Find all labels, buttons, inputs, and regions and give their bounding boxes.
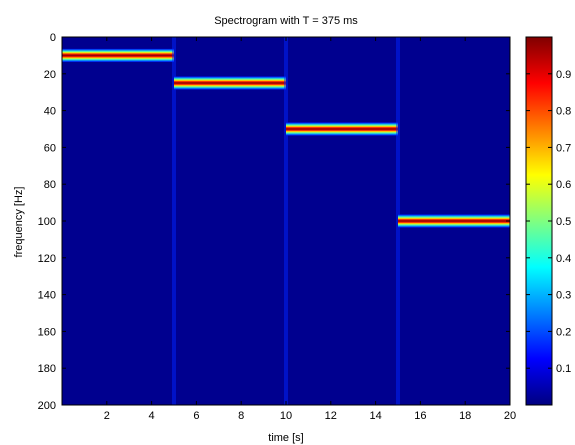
x-tick-label: 16	[414, 410, 426, 422]
y-tick-label: 80	[44, 179, 56, 191]
colorbar: 0.1 0.2 0.3 0.4 0.5 0.6 0.7 0.8 0.9	[525, 36, 571, 406]
colorbar-tick-label: 0.4	[556, 253, 571, 265]
x-tick-label: 8	[238, 410, 244, 422]
colorbar-tick-label: 0.8	[556, 106, 571, 118]
x-tick-label: 4	[149, 410, 155, 422]
y-tick-label: 0	[50, 32, 56, 44]
spectrogram-segment	[284, 37, 398, 405]
frequency-band	[174, 76, 286, 90]
colorbar-tick-label: 0.6	[556, 179, 571, 191]
y-tick-label: 60	[44, 142, 56, 154]
x-tick-label: 2	[104, 410, 110, 422]
x-tick-label: 10	[280, 410, 292, 422]
y-tick-label: 160	[38, 326, 56, 338]
y-axis-label: frequency [Hz]	[13, 187, 25, 258]
y-tick-label: 40	[44, 106, 56, 118]
transient-line	[172, 37, 176, 405]
x-axis-label: time [s]	[268, 432, 303, 444]
frequency-band	[398, 214, 510, 228]
colorbar-tick-label: 0.9	[556, 69, 571, 81]
spectrogram-segment	[172, 37, 286, 405]
y-tick-label: 180	[38, 363, 56, 375]
colorbar-tick-label: 0.5	[556, 216, 571, 228]
y-tick-label: 20	[44, 69, 56, 81]
x-tick-label: 14	[369, 410, 381, 422]
x-tick-label: 6	[193, 410, 199, 422]
y-tick-label: 120	[38, 253, 56, 265]
y-tick-label: 140	[38, 290, 56, 302]
y-tick-label: 200	[38, 400, 56, 412]
transient-line	[284, 37, 288, 405]
x-tick-label: 20	[504, 410, 516, 422]
colorbar-gradient	[526, 37, 552, 405]
colorbar-tick-label: 0.3	[556, 290, 571, 302]
colorbar-tick-label: 0.7	[556, 142, 571, 154]
spectrogram-segment	[62, 48, 174, 63]
spectrogram-segment	[396, 37, 510, 405]
x-tick-label: 18	[459, 410, 471, 422]
colorbar-tick-label: 0.1	[556, 363, 571, 375]
x-tick-label: 12	[325, 410, 337, 422]
frequency-band	[286, 122, 398, 136]
y-tick-label: 100	[38, 216, 56, 228]
colorbar-tick-label: 0.2	[556, 326, 571, 338]
frequency-band	[62, 48, 174, 63]
spectrogram-segments	[62, 37, 510, 405]
chart-title: Spectrogram with T = 375 ms	[214, 15, 358, 27]
axis-ticks: 2 4 6 8 10 12 14 16 18 20020406080100120140160180…	[38, 32, 516, 422]
